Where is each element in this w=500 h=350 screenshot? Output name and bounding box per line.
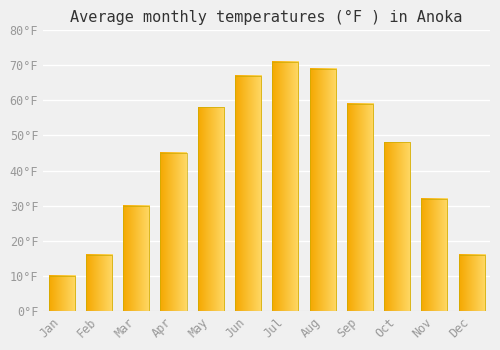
Bar <box>235 76 261 311</box>
Title: Average monthly temperatures (°F ) in Anoka: Average monthly temperatures (°F ) in An… <box>70 10 463 25</box>
Bar <box>48 276 75 311</box>
Bar <box>123 206 150 311</box>
Bar <box>272 62 298 311</box>
Bar <box>198 107 224 311</box>
Bar <box>347 104 373 311</box>
Bar <box>310 69 336 311</box>
Bar <box>160 153 186 311</box>
Bar <box>422 199 448 311</box>
Bar <box>458 255 484 311</box>
Bar <box>384 142 410 311</box>
Bar <box>86 255 112 311</box>
